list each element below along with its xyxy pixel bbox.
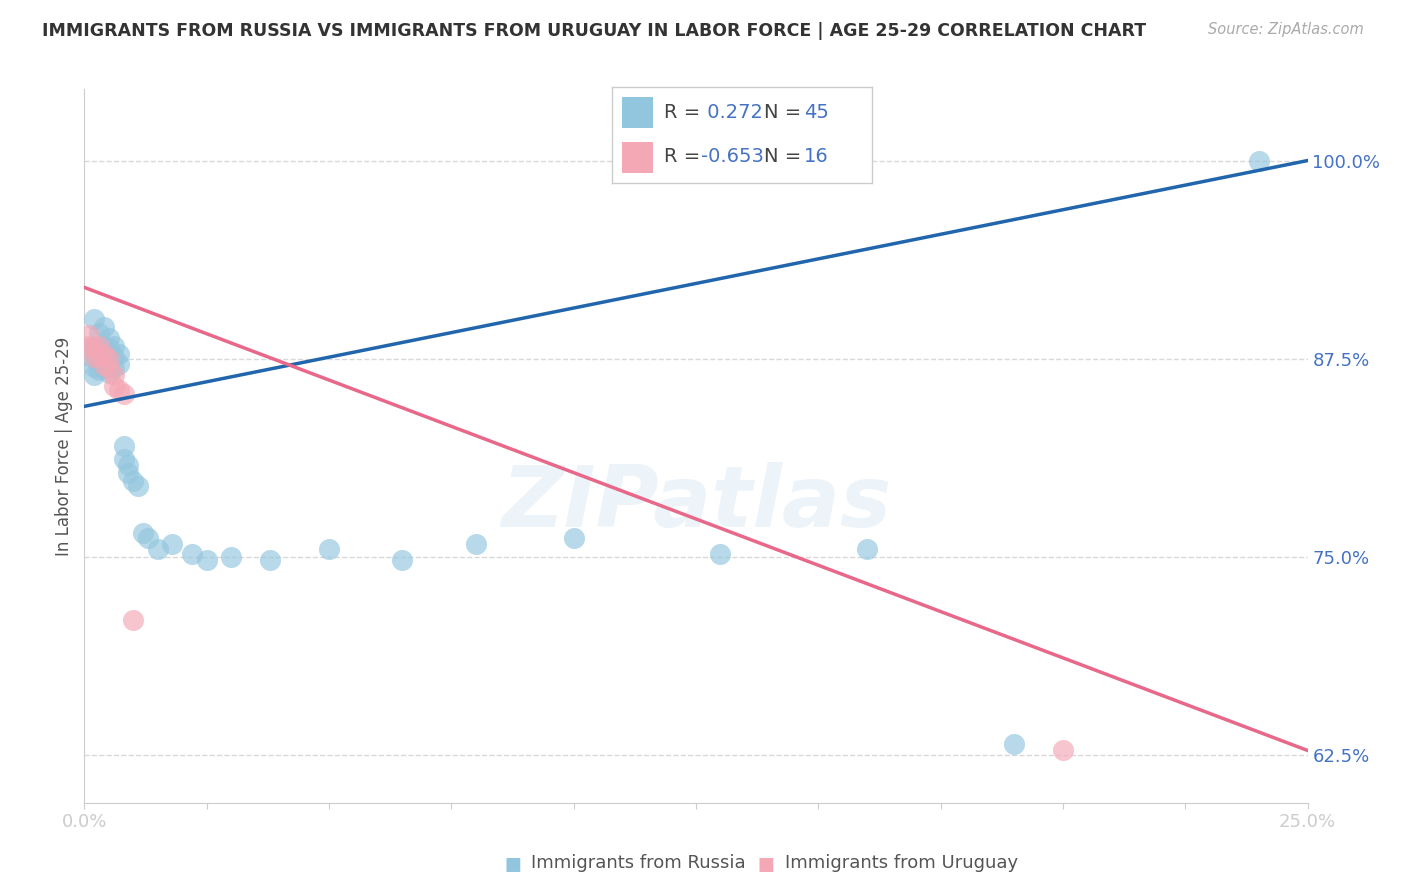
Point [122, 474, 145, 488]
Text: ▪: ▪ [756, 849, 776, 878]
Bar [621, 97, 654, 128]
Point [87, 347, 110, 361]
Point [93, 339, 115, 353]
Point [93, 320, 115, 334]
Point [97, 366, 120, 380]
Point [93, 351, 115, 366]
Point [562, 531, 585, 545]
Y-axis label: In Labor Force | Age 25-29: In Labor Force | Age 25-29 [55, 336, 73, 556]
Point [856, 542, 879, 557]
Point [87, 355, 110, 369]
Point [219, 549, 242, 564]
Point [97, 349, 120, 363]
Point [103, 339, 125, 353]
Text: R =: R = [664, 147, 706, 166]
Point [1052, 743, 1074, 757]
Text: R =: R = [664, 103, 706, 122]
Text: Source: ZipAtlas.com: Source: ZipAtlas.com [1208, 22, 1364, 37]
Point [391, 553, 413, 567]
Text: 0.272: 0.272 [702, 103, 763, 122]
Point [93, 361, 115, 376]
Point [103, 368, 125, 382]
Text: Immigrants from Uruguay: Immigrants from Uruguay [785, 855, 1018, 872]
Point [77, 341, 100, 355]
Point [97, 341, 120, 355]
Point [1247, 153, 1270, 168]
Point [136, 531, 159, 545]
Point [77, 349, 100, 363]
Point [87, 363, 110, 377]
Point [1002, 737, 1025, 751]
Point [77, 328, 100, 343]
Point [122, 614, 145, 628]
Point [97, 358, 120, 372]
Point [103, 350, 125, 364]
Point [162, 537, 184, 551]
Point [117, 466, 139, 480]
Text: ▪: ▪ [503, 849, 523, 878]
Point [83, 359, 105, 374]
Point [87, 326, 110, 341]
Text: ZIPatlas: ZIPatlas [501, 461, 891, 545]
Point [83, 312, 105, 326]
Point [83, 368, 105, 382]
Point [181, 547, 204, 561]
Point [103, 361, 125, 376]
Point [107, 347, 129, 361]
Point [107, 384, 129, 398]
Point [97, 361, 120, 376]
Text: IMMIGRANTS FROM RUSSIA VS IMMIGRANTS FROM URUGUAY IN LABOR FORCE | AGE 25-29 COR: IMMIGRANTS FROM RUSSIA VS IMMIGRANTS FRO… [42, 22, 1146, 40]
Point [146, 542, 169, 557]
Point [97, 351, 120, 366]
Point [83, 350, 105, 364]
Point [127, 478, 149, 492]
Point [464, 537, 486, 551]
Text: 16: 16 [804, 147, 830, 166]
Text: N =: N = [763, 103, 807, 122]
Point [97, 331, 120, 345]
Point [709, 547, 731, 561]
Point [112, 439, 135, 453]
Point [132, 526, 155, 541]
Point [117, 458, 139, 472]
Point [112, 386, 135, 401]
Point [77, 339, 100, 353]
Point [112, 451, 135, 466]
Text: Immigrants from Russia: Immigrants from Russia [531, 855, 747, 872]
Text: -0.653: -0.653 [702, 147, 765, 166]
Text: 45: 45 [804, 103, 830, 122]
Point [318, 542, 340, 557]
Point [107, 357, 129, 371]
Point [87, 339, 110, 353]
Point [87, 349, 110, 363]
Point [259, 553, 281, 567]
Point [195, 553, 218, 567]
Point [83, 341, 105, 355]
Text: N =: N = [763, 147, 807, 166]
Point [93, 358, 115, 372]
Point [103, 378, 125, 392]
Point [93, 347, 115, 361]
Bar [621, 142, 654, 173]
